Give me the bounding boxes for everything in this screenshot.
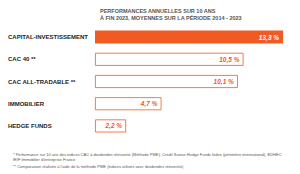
svg-text:CAC ALL-TRADABLE **: CAC ALL-TRADABLE **	[8, 79, 76, 85]
svg-text:PERFORMANCES ANNUELLES SUR 10: PERFORMANCES ANNUELLES SUR 10 ANS	[100, 8, 216, 14]
svg-text:4,7 %: 4,7 %	[140, 100, 158, 108]
svg-text:2,2 %: 2,2 %	[104, 122, 122, 130]
svg-text:À FIN 2023, MOYENNES SUR LA PÉ: À FIN 2023, MOYENNES SUR LA PÉRIODE 2014…	[100, 14, 242, 21]
svg-text:CAC 40 **: CAC 40 **	[8, 56, 36, 62]
svg-text:* Performance sur 10 ans des i: * Performance sur 10 ans des indices CAC…	[13, 152, 283, 157]
svg-text:IMMOBILIER: IMMOBILIER	[8, 101, 45, 107]
svg-text:IEIF Immobilier d'entreprise F: IEIF Immobilier d'entreprise France	[13, 157, 76, 162]
svg-text:** Comparaison réalisée à l'ai: ** Comparaison réalisée à l'aide de la m…	[13, 164, 184, 169]
svg-text:10,1 %: 10,1 %	[214, 78, 234, 86]
svg-text:10,5 %: 10,5 %	[219, 56, 239, 64]
svg-text:CAPITAL-INVESTISSEMENT: CAPITAL-INVESTISSEMENT	[8, 34, 88, 40]
svg-text:HEDGE FUNDS: HEDGE FUNDS	[8, 123, 52, 129]
svg-text:13,3 %: 13,3 %	[259, 34, 279, 42]
